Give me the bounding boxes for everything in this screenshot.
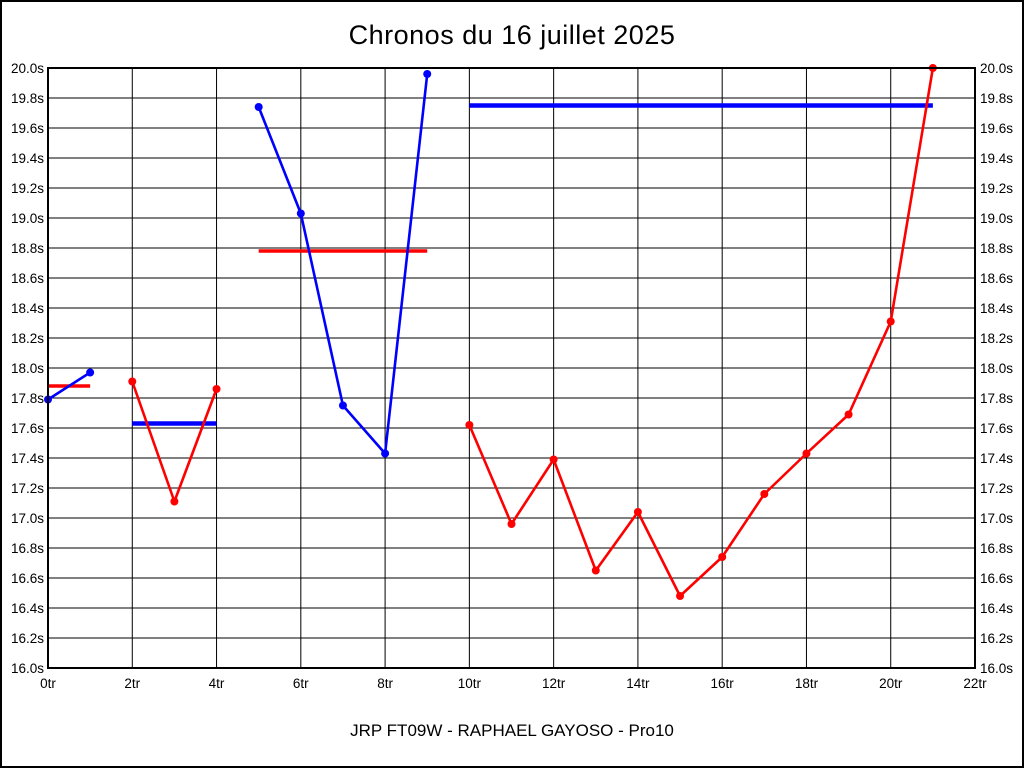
blue-stint-laps-5-9-point-marker bbox=[381, 449, 390, 458]
red-stint-laps-10-21-point-marker bbox=[591, 566, 600, 575]
red-stint-laps-10-21-point-marker bbox=[886, 317, 895, 326]
red-stint-laps-10-21-point-marker bbox=[465, 421, 474, 429]
chart-caption: JRP FT09W - RAPHAEL GAYOSO - Pro10 bbox=[350, 721, 674, 740]
red-stint-laps-10-21-point-marker bbox=[760, 490, 769, 498]
red-stint-laps-10-21-line bbox=[468, 66, 935, 598]
blue-stint-laps-5-9-point-marker bbox=[254, 103, 263, 111]
plot-border bbox=[47, 67, 976, 669]
red-stint-laps-10-21-point-marker bbox=[633, 508, 642, 516]
red-stint-laps-2-4-line bbox=[130, 380, 218, 503]
red-stint-laps-2-4-point-marker bbox=[212, 385, 221, 393]
red-stint-laps-10-21-point-marker bbox=[844, 410, 853, 419]
red-stint-laps-10-21-point-marker bbox=[507, 520, 516, 528]
blue-stint-laps-5-9-point-marker bbox=[296, 209, 305, 218]
blue-stint-laps-5-9-point-marker bbox=[338, 401, 347, 410]
blue-stint-laps-0-1-line bbox=[46, 371, 92, 401]
red-stint-laps-10-21-point-marker bbox=[802, 449, 811, 458]
red-stint-laps-10-21-point-marker bbox=[718, 553, 727, 561]
red-stint-laps-10-21-point-marker bbox=[549, 455, 558, 464]
red-stint-laps-10-21-point-marker bbox=[676, 592, 685, 600]
blue-stint-laps-5-9-point-marker bbox=[423, 70, 432, 78]
red-stint-laps-2-4-point-marker bbox=[128, 377, 137, 386]
blue-stint-laps-0-1-point-marker bbox=[86, 368, 95, 377]
chart-title: Chronos du 16 juillet 2025 bbox=[348, 20, 676, 50]
red-stint-laps-2-4-point-marker bbox=[170, 497, 179, 506]
blue-stint-laps-5-9-line bbox=[257, 72, 429, 455]
